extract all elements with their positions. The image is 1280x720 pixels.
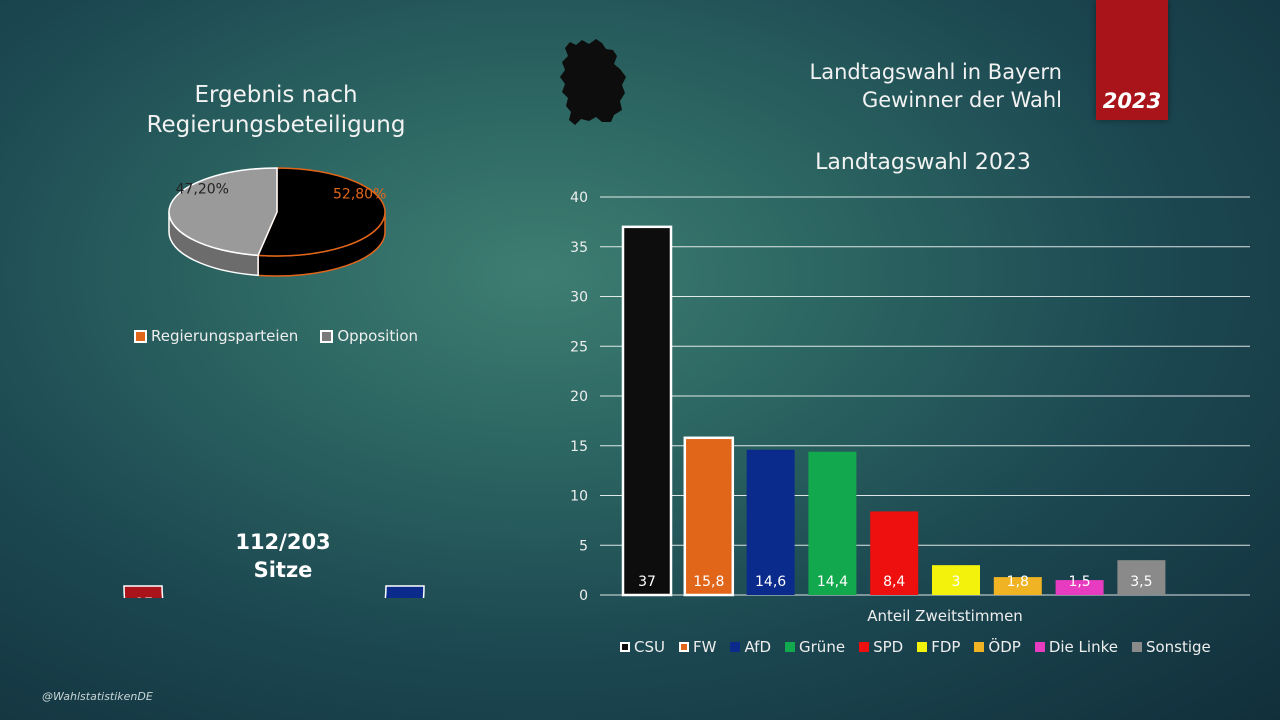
bar-sonstige [1117,560,1166,595]
bar-fw [683,436,735,597]
bar-label-sonstige: 3,5 [1130,574,1152,590]
bar-legend-item-die-linke: Die Linke [1034,638,1118,656]
bar-label-spd: 8,4 [883,574,905,590]
pie-chart: 52,80% 47,20% [168,167,386,277]
bar-legend-swatch-fdp [917,642,928,652]
bar-legend-label-fdp: FDP [931,638,961,656]
bar-legend-swatch-odp [974,642,985,652]
bar-legend-swatch-die-linke [1034,642,1045,652]
x-axis-label: Anteil Zweitstimmen [867,607,1023,625]
pie-legend-label-opposition: Opposition [337,327,419,345]
bar-legend-item-csu: CSU [620,638,665,656]
pie-title-line1: Ergebnis nach [194,82,358,108]
bar-label-die-linke: 1,5 [1068,574,1090,590]
pie-legend-swatch-regierungsparteien [134,329,147,343]
bar-chart: 0 5 10 15 20 25 30 35 40 37 15,8 14,6 14,4 8,4 3 1,8 1,5… [570,190,1250,625]
bar-legend-label-odp: ÖDP [988,638,1021,656]
bar-legend-item-spd: SPD [859,638,903,656]
bar-chart-title: Landtagswahl 2023 [815,150,1031,175]
bar-legend-item-sonstige: Sonstige [1131,638,1211,656]
pie-legend-swatch-opposition [320,329,334,343]
bar-afd [746,449,795,595]
header-title: Landtagswahl in Bayern Gewinner der Wahl [730,58,1062,114]
bar-grune [808,451,857,595]
bar-spd [870,511,919,595]
bar-legend-item-grune: Grüne [785,638,845,656]
bar-legend-item-fdp: FDP [917,638,960,656]
y-tick-30: 30 [570,290,588,306]
bar-odp [993,577,1042,595]
bar-legend-item-odp: ÖDP [974,638,1021,656]
watermark: @WahlstatistikenDE [42,690,153,703]
year-badge: 2023 [1096,0,1168,120]
pie-slice-regierungsparteien [256,167,386,257]
pie-chart-title: Ergebnis nach Regierungsbeteiligung [130,80,422,140]
year-label: 2023 [1102,89,1162,113]
seat-segment-1 [123,585,164,598]
header-title-line1: Landtagswahl in Bayern [809,60,1062,84]
pie-legend: Regierungsparteien Opposition [134,327,418,345]
y-tick-35: 35 [570,240,588,256]
bar-legend: CSU FW AfD Grüne SPD FDP ÖDP Die Linke Sonstige [620,638,1211,656]
bar-legend-item-afd: AfD [730,638,771,656]
pie-label-regierungsparteien: 52,80% [333,186,386,202]
y-tick-5: 5 [579,538,588,554]
bar-label-grune: 14,4 [817,574,848,590]
y-tick-25: 25 [570,339,588,355]
pie-slice-opposition [168,167,278,257]
pie-legend-item-regierungsparteien: Regierungsparteien [134,327,298,345]
seat-total-count: 112/203 [235,530,331,554]
bar-legend-swatch-csu [620,642,630,652]
bar-legend-swatch-sonstige [1131,642,1142,652]
bar-label-afd: 14,6 [755,574,786,590]
bar-label-odp: 1,8 [1007,574,1029,590]
seat-segment-5 [384,585,425,598]
bar-label-fdp: 3 [952,574,961,590]
bar-legend-swatch-afd [730,642,741,652]
bavaria-map-icon [560,39,626,125]
seat-total-unit: Sitze [253,558,313,582]
pie-legend-label-regierungsparteien: Regierungsparteien [151,327,299,345]
bar-label-fw: 15,8 [693,574,724,590]
bar-legend-label-sonstige: Sonstige [1145,638,1211,656]
bar-legend-label-spd: SPD [873,638,904,656]
pie-title-line2: Regierungsbeteiligung [146,112,406,138]
header-title-line2: Gewinner der Wahl [861,88,1062,112]
bar-legend-label-afd: AfD [744,638,772,656]
bar-csu [621,225,673,597]
seat-total: 112/203 Sitze [208,528,358,584]
bar-legend-label-grune: Grüne [799,638,846,656]
seat-semicircle-chart: 1732378532 [123,585,425,598]
y-tick-40: 40 [570,190,588,206]
y-tick-15: 15 [570,439,588,455]
bar-legend-label-die-linke: Die Linke [1048,638,1118,656]
y-tick-20: 20 [570,389,588,405]
y-tick-0: 0 [579,588,588,604]
bar-legend-swatch-grune [785,642,796,652]
bar-label-csu: 37 [638,574,656,590]
bar-legend-swatch-spd [859,642,870,652]
pie-label-opposition: 47,20% [176,182,229,198]
bar-legend-label-csu: CSU [634,638,665,656]
y-tick-10: 10 [570,489,588,505]
bar-die-linke [1055,580,1104,595]
bar-legend-label-fw: FW [692,638,717,656]
seat-label-1: 17 [135,596,153,598]
pie-legend-item-opposition: Opposition [320,327,418,345]
bar-fdp [932,565,980,595]
bar-legend-swatch-fw [678,642,689,652]
bar-legend-item-fw: FW [678,638,717,656]
